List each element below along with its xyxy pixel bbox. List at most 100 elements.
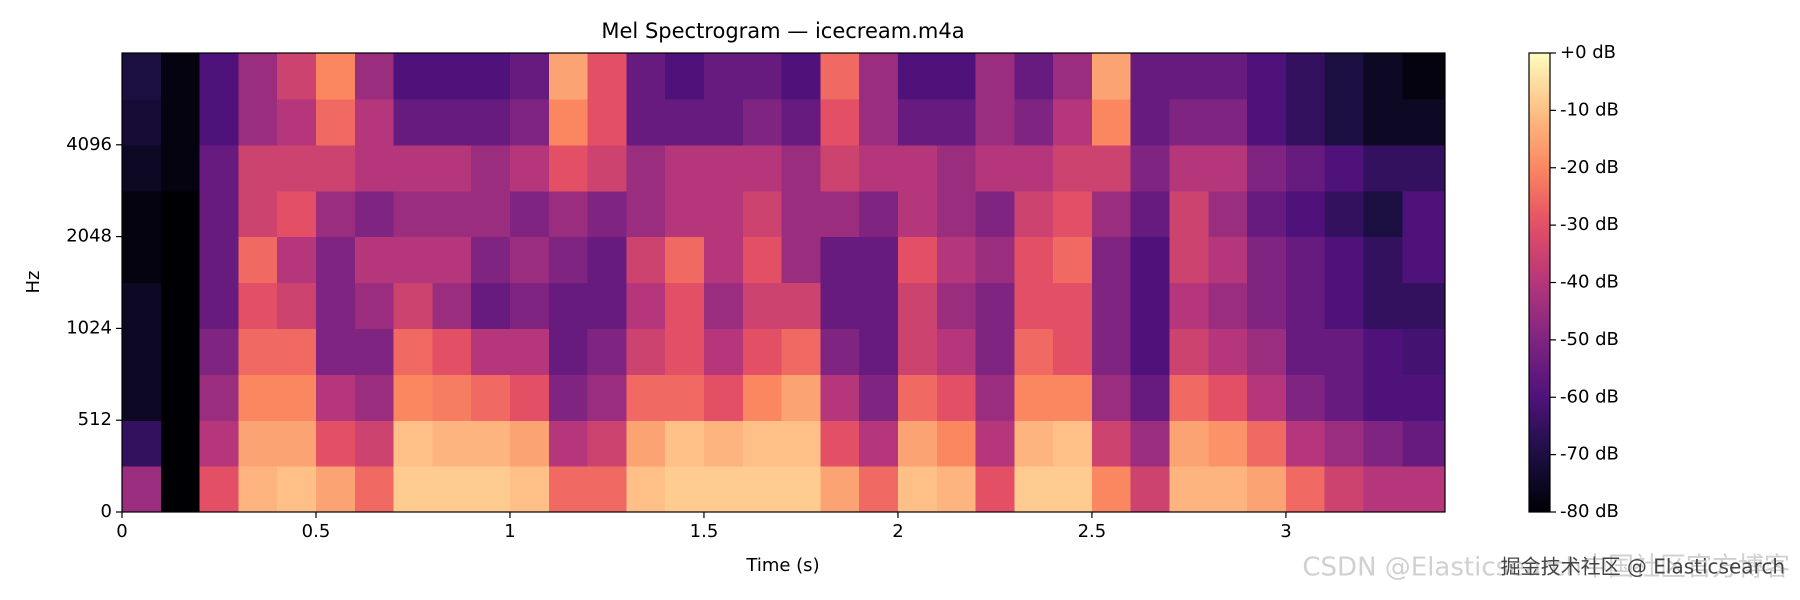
- heatmap-cell: [781, 190, 821, 238]
- heatmap-cell: [122, 420, 162, 467]
- heatmap-cell: [703, 144, 744, 192]
- heatmap-cell: [665, 466, 705, 513]
- heatmap-cell: [1247, 190, 1287, 238]
- heatmap-cell: [509, 98, 550, 146]
- heatmap-cell: [859, 53, 899, 100]
- heatmap-cell: [1091, 190, 1132, 238]
- heatmap-cell: [354, 190, 395, 238]
- heatmap-cell: [354, 374, 395, 421]
- heatmap-cell: [1208, 144, 1248, 192]
- heatmap-cell: [548, 466, 589, 513]
- heatmap-cell: [936, 328, 977, 375]
- heatmap-cell: [277, 98, 317, 146]
- heatmap-cell: [277, 420, 317, 467]
- heatmap-cell: [820, 282, 860, 329]
- heatmap-cell: [1363, 420, 1403, 467]
- heatmap-cell: [1285, 328, 1326, 375]
- heatmap-cell: [742, 374, 783, 421]
- heatmap-cell: [1247, 420, 1287, 467]
- heatmap-cell: [820, 53, 860, 100]
- heatmap-cell: [626, 190, 666, 238]
- heatmap-cell: [626, 236, 666, 284]
- colorbar-tick-label: -60 dB: [1560, 386, 1619, 407]
- heatmap-cell: [1053, 374, 1093, 421]
- heatmap-cell: [781, 98, 821, 146]
- heatmap-cell: [432, 420, 472, 467]
- heatmap-cell: [587, 144, 627, 192]
- heatmap-cell: [548, 328, 589, 375]
- heatmap-cell: [160, 236, 201, 284]
- heatmap-cell: [859, 98, 899, 146]
- heatmap-cell: [859, 282, 899, 329]
- heatmap-cell: [626, 282, 666, 329]
- heatmap-cell: [471, 420, 511, 467]
- heatmap-cell: [1247, 236, 1287, 284]
- heatmap-cell: [587, 190, 627, 238]
- heatmap-cell: [936, 53, 977, 100]
- colorbar-tick-label: +0 dB: [1560, 42, 1616, 63]
- heatmap-cell: [1053, 144, 1093, 192]
- heatmap-cell: [1363, 236, 1403, 284]
- heatmap-cell: [975, 466, 1015, 513]
- heatmap-cell: [199, 53, 239, 100]
- heatmap-cell: [354, 53, 395, 100]
- heatmap-cell: [315, 98, 356, 146]
- heatmap-cell: [781, 236, 821, 284]
- heatmap-cell: [393, 190, 433, 238]
- heatmap-cell: [1363, 190, 1403, 238]
- heatmap-cell: [354, 328, 395, 375]
- heatmap-cell: [1169, 98, 1209, 146]
- heatmap-cell: [277, 53, 317, 100]
- heatmap-cell: [587, 420, 627, 467]
- heatmap-cell: [703, 282, 744, 329]
- heatmap-cell: [1247, 328, 1287, 375]
- heatmap-cell: [1130, 144, 1171, 192]
- heatmap-cell: [432, 282, 472, 329]
- heatmap-cell: [277, 374, 317, 421]
- heatmap-cell: [277, 466, 317, 513]
- x-tick-label: 3: [1280, 521, 1291, 542]
- heatmap-cell: [1363, 144, 1403, 192]
- plot-frame: [121, 52, 1446, 513]
- heatmap-cell: [1285, 144, 1326, 192]
- heatmap-cell: [742, 236, 783, 284]
- heatmap-cell: [1091, 328, 1132, 375]
- heatmap-cell: [665, 98, 705, 146]
- heatmap-cell: [432, 466, 472, 513]
- heatmap-cell: [1091, 374, 1132, 421]
- heatmap-cell: [1208, 282, 1248, 329]
- heatmap-cell: [122, 190, 162, 238]
- heatmap-cell: [742, 420, 783, 467]
- heatmap-cell: [199, 466, 239, 513]
- heatmap-cell: [665, 282, 705, 329]
- heatmap-cell: [975, 53, 1015, 100]
- heatmap-cell: [859, 466, 899, 513]
- heatmap-cell: [1363, 282, 1403, 329]
- heatmap-cell: [703, 328, 744, 375]
- heatmap-cell: [897, 98, 938, 146]
- heatmap-cell: [1363, 53, 1403, 100]
- heatmap-cell: [315, 53, 356, 100]
- heatmap-cell: [626, 420, 666, 467]
- heatmap-cell: [548, 420, 589, 467]
- heatmap-cell: [1130, 374, 1171, 421]
- colorbar-tick-label: -20 dB: [1560, 157, 1619, 178]
- heatmap-cell: [587, 374, 627, 421]
- heatmap-cell: [936, 190, 977, 238]
- heatmap-cell: [160, 420, 201, 467]
- heatmap-cell: [1402, 328, 1446, 375]
- heatmap-cell: [432, 144, 472, 192]
- heatmap-cell: [1402, 466, 1446, 513]
- heatmap-cell: [1169, 144, 1209, 192]
- heatmap-cell: [1169, 466, 1209, 513]
- heatmap-cell: [122, 53, 162, 100]
- heatmap-cell: [548, 53, 589, 100]
- heatmap-cell: [471, 328, 511, 375]
- heatmap-cell: [1363, 374, 1403, 421]
- heatmap-cell: [199, 190, 239, 238]
- heatmap-cell: [199, 98, 239, 146]
- heatmap-cell: [393, 374, 433, 421]
- heatmap-cell: [665, 144, 705, 192]
- heatmap-cell: [238, 328, 278, 375]
- x-tick-label: 2: [892, 521, 903, 542]
